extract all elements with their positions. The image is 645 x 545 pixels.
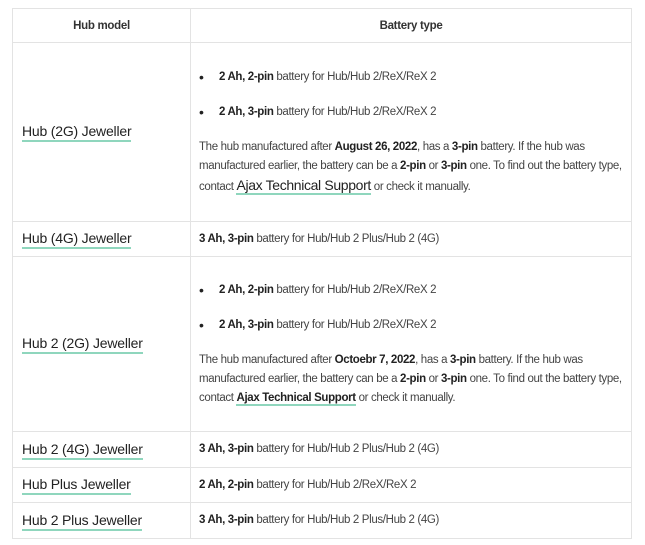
- bold-text: 3-pin: [450, 353, 476, 366]
- model-cell: Hub (2G) Jeweller: [12, 42, 191, 222]
- hub-model-link[interactable]: Hub 2 (2G) Jeweller: [22, 335, 143, 354]
- model-cell: Hub 2 (2G) Jeweller: [12, 256, 191, 432]
- text: battery for Hub/Hub 2 Plus/Hub 2 (4G): [253, 443, 440, 455]
- battery-list: • 2 Ah, 2-pin battery for Hub/Hub 2/ReX/R…: [199, 281, 630, 335]
- text: battery for Hub/Hub 2 Plus/Hub 2 (4G): [253, 514, 440, 526]
- hub-model-link[interactable]: Hub (2G) Jeweller: [22, 123, 132, 142]
- bullet-icon: •: [199, 316, 204, 333]
- text: battery for Hub/Hub 2/ReX/ReX 2: [273, 70, 437, 83]
- bullet-icon: •: [199, 281, 204, 298]
- model-cell: Hub 2 Plus Jeweller: [12, 502, 191, 539]
- bold-text: 2 Ah, 2-pin: [199, 478, 254, 491]
- bold-text: 3-pin: [440, 372, 467, 385]
- header-hub-model: Hub model: [12, 8, 191, 43]
- model-cell: Hub (4G) Jeweller: [12, 221, 191, 257]
- text: or: [425, 372, 441, 385]
- table-row: Hub Plus Jeweller 2 Ah, 2-pin battery for…: [12, 467, 632, 503]
- battery-cell: • 2 Ah, 2-pin battery for Hub/Hub 2/ReX/R…: [190, 256, 632, 432]
- hub-model-link[interactable]: Hub 2 Plus Jeweller: [22, 511, 142, 531]
- ajax-support-link[interactable]: Ajax Technical Support: [236, 176, 371, 195]
- text: or: [425, 159, 441, 172]
- model-cell: Hub Plus Jeweller: [12, 467, 191, 503]
- text: battery for Hub/Hub 2/ReX/ReX 2: [273, 283, 437, 296]
- list-item: • 2 Ah, 3-pin battery for Hub/Hub 2/ReX/R…: [199, 316, 630, 335]
- text: one. To find out the battery type, conta…: [199, 372, 622, 404]
- table-header-row: Hub model Battery type: [12, 8, 632, 43]
- bold-text: 3-pin: [451, 140, 478, 153]
- battery-cell: 3 Ah, 3-pin battery for Hub/Hub 2 Plus/H…: [190, 221, 632, 257]
- text: battery for Hub/Hub 2 Plus/Hub 2 (4G): [253, 232, 440, 245]
- bold-text: 2 Ah, 3-pin: [219, 318, 274, 331]
- battery-cell: 2 Ah, 2-pin battery for Hub/Hub 2/ReX/Re…: [190, 467, 632, 503]
- bullet-icon: •: [199, 68, 204, 85]
- bold-text: August 26, 2022: [334, 140, 418, 153]
- bold-text: 2 Ah, 2-pin: [219, 283, 274, 296]
- list-item: • 2 Ah, 2-pin battery for Hub/Hub 2/ReX/R…: [199, 68, 630, 87]
- text: one. To find out the battery type, conta…: [199, 159, 622, 193]
- table-row: Hub 2 (4G) Jeweller 3 Ah, 3-pin battery f…: [12, 431, 632, 468]
- bold-text: Octoebr 7, 2022: [334, 353, 416, 366]
- list-item: • 2 Ah, 2-pin battery for Hub/Hub 2/ReX/R…: [199, 281, 630, 300]
- bold-text: 2-pin: [400, 372, 426, 385]
- text: or check it manually.: [370, 180, 471, 193]
- table-row: Hub (4G) Jeweller 3 Ah, 3-pin battery for…: [12, 221, 632, 257]
- table-row: Hub 2 Plus Jeweller 3 Ah, 3-pin battery f…: [12, 502, 632, 539]
- text: battery for Hub/Hub 2/ReX/ReX 2: [273, 105, 437, 118]
- battery-note: The hub manufactured after August 26, 20…: [199, 138, 630, 197]
- list-item: • 2 Ah, 3-pin battery for Hub/Hub 2/ReX/R…: [199, 103, 630, 122]
- battery-cell: 3 Ah, 3-pin battery for Hub/Hub 2 Plus/H…: [190, 431, 632, 468]
- text: battery. If the hub was manufactured ear…: [199, 353, 583, 385]
- hub-model-link[interactable]: Hub Plus Jeweller: [22, 476, 131, 495]
- text: battery for Hub/Hub 2/ReX/ReX 2: [273, 318, 437, 331]
- text: , has a: [417, 140, 452, 153]
- model-cell: Hub 2 (4G) Jeweller: [12, 431, 191, 468]
- battery-cell: • 2 Ah, 2-pin battery for Hub/Hub 2/ReX/R…: [190, 42, 632, 222]
- battery-list: • 2 Ah, 2-pin battery for Hub/Hub 2/ReX/R…: [199, 68, 630, 122]
- bold-text: 3 Ah, 3-pin: [199, 514, 254, 526]
- bold-text: 2 Ah, 3-pin: [219, 105, 274, 118]
- text: battery for Hub/Hub 2/ReX/ReX 2: [253, 478, 417, 491]
- text: The hub manufactured after: [199, 140, 335, 153]
- battery-table: Hub model Battery type Hub (2G) Jeweller…: [12, 8, 632, 539]
- text: or check it manually.: [355, 391, 456, 404]
- hub-model-link[interactable]: Hub 2 (4G) Jeweller: [22, 440, 143, 460]
- header-battery-type: Battery type: [190, 8, 632, 43]
- battery-note: The hub manufactured after Octoebr 7, 20…: [199, 351, 630, 408]
- bold-text: 3-pin: [440, 159, 467, 172]
- battery-cell: 3 Ah, 3-pin battery for Hub/Hub 2 Plus/H…: [190, 502, 632, 539]
- text: battery. If the hub was manufactured ear…: [199, 140, 585, 172]
- text: , has a: [415, 353, 450, 366]
- bold-text: 2 Ah, 2-pin: [219, 70, 274, 83]
- table-row: Hub 2 (2G) Jeweller • 2 Ah, 2-pin battery …: [12, 256, 632, 432]
- table-row: Hub (2G) Jeweller • 2 Ah, 2-pin battery fo…: [12, 42, 632, 222]
- bold-text: 3 Ah, 3-pin: [199, 443, 254, 455]
- hub-model-link[interactable]: Hub (4G) Jeweller: [22, 230, 132, 249]
- bold-text: 3 Ah, 3-pin: [199, 232, 254, 245]
- text: The hub manufactured after: [199, 353, 335, 366]
- ajax-support-link[interactable]: Ajax Technical Support: [236, 391, 356, 406]
- bold-text: 2-pin: [400, 159, 426, 172]
- bullet-icon: •: [199, 103, 204, 120]
